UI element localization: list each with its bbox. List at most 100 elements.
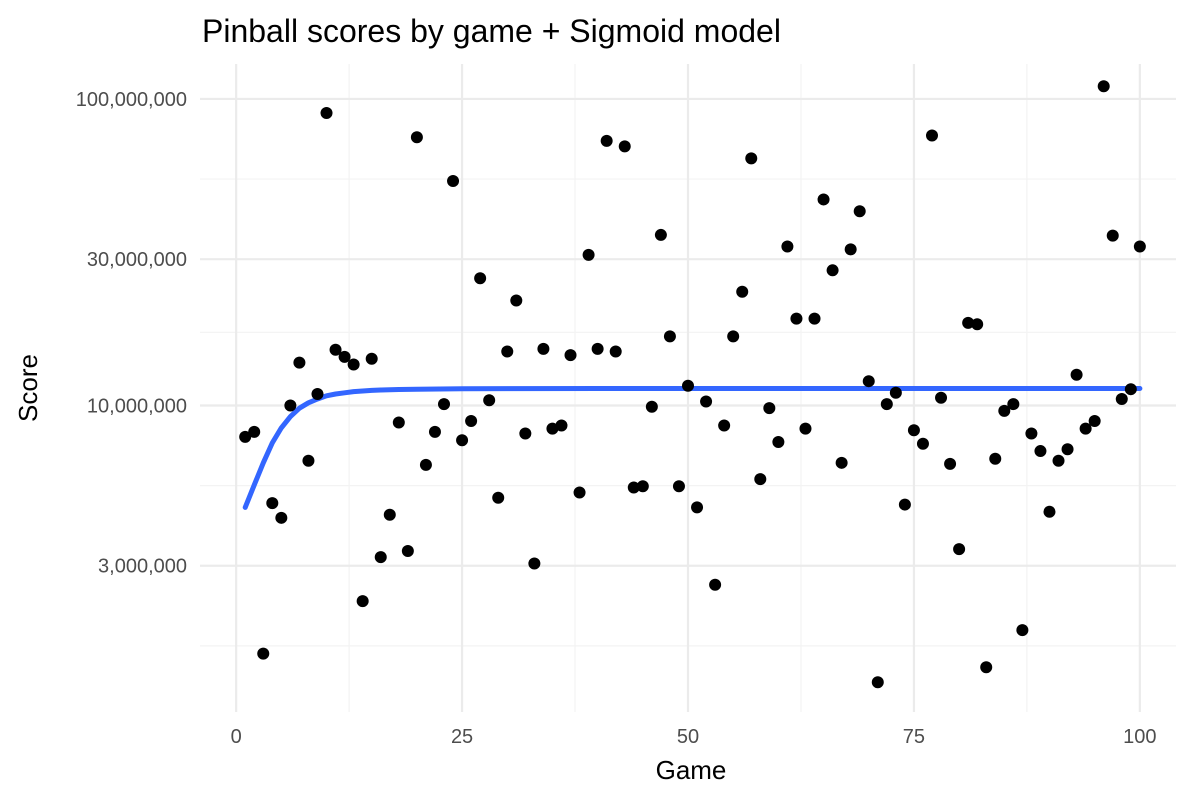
data-point	[365, 352, 378, 365]
chart-title: Pinball scores by game + Sigmoid model	[202, 13, 781, 49]
data-point	[618, 140, 631, 153]
data-point	[284, 399, 297, 412]
data-point	[808, 312, 821, 325]
data-point	[510, 294, 523, 307]
x-tick-label: 75	[903, 726, 925, 748]
data-point	[528, 557, 541, 570]
data-point	[555, 419, 568, 432]
x-tick-label: 100	[1123, 726, 1156, 748]
data-point	[663, 330, 676, 343]
data-point	[383, 508, 396, 521]
data-point	[916, 437, 929, 450]
data-point	[745, 152, 758, 165]
data-point	[853, 205, 866, 218]
data-point	[1115, 392, 1128, 405]
y-tick-label: 3,000,000	[98, 556, 187, 578]
data-point	[1106, 229, 1119, 242]
data-point	[971, 318, 984, 331]
data-point	[862, 375, 875, 388]
data-point	[627, 481, 640, 494]
data-point	[428, 425, 441, 438]
data-point	[998, 404, 1011, 417]
data-point	[953, 543, 966, 556]
data-point	[880, 398, 893, 411]
data-point	[1061, 443, 1074, 456]
data-point	[320, 106, 333, 119]
data-point	[718, 419, 731, 432]
data-point	[483, 394, 496, 407]
data-point	[700, 395, 713, 408]
data-point	[1043, 505, 1056, 518]
data-point	[564, 349, 577, 362]
data-point	[989, 452, 1002, 465]
data-point	[248, 425, 261, 438]
data-point	[329, 343, 342, 356]
data-point	[682, 379, 694, 392]
data-point	[654, 228, 667, 241]
data-point	[546, 422, 559, 435]
data-point	[754, 473, 767, 486]
data-point	[1079, 422, 1092, 435]
data-point	[772, 435, 785, 448]
data-point	[392, 416, 405, 429]
data-point	[582, 248, 595, 261]
data-point	[609, 345, 622, 358]
data-point	[492, 491, 505, 504]
x-axis-ticks: 0 25 50 75 100	[231, 726, 1157, 748]
data-point	[266, 497, 279, 510]
y-axis-title: Score	[13, 354, 43, 422]
data-point	[338, 350, 351, 363]
data-point	[907, 424, 920, 437]
x-axis-title: Game	[656, 755, 727, 785]
data-point	[736, 285, 749, 298]
points-layer	[239, 80, 1146, 689]
data-point	[709, 578, 722, 591]
data-point	[1007, 398, 1020, 411]
data-point	[898, 498, 911, 511]
data-point	[401, 545, 414, 558]
data-point	[447, 174, 460, 187]
data-point	[438, 398, 450, 411]
data-point	[826, 264, 839, 277]
y-axis-ticks: 3,000,000 10,000,000 30,000,000 100,000,000	[76, 89, 187, 578]
data-point	[645, 400, 658, 413]
data-point	[672, 480, 685, 493]
data-point	[293, 356, 306, 369]
data-point	[1052, 454, 1065, 467]
data-point	[980, 661, 993, 674]
data-point	[501, 345, 514, 358]
data-point	[691, 501, 704, 514]
data-point	[727, 330, 740, 343]
data-point	[356, 595, 369, 608]
data-point	[591, 342, 604, 355]
y-tick-label: 100,000,000	[76, 89, 187, 111]
data-point	[871, 676, 884, 689]
data-point	[600, 134, 613, 147]
data-point	[962, 316, 975, 329]
data-point	[799, 422, 812, 435]
data-point	[573, 486, 586, 499]
data-point	[519, 427, 532, 440]
data-point	[763, 402, 776, 415]
x-tick-label: 0	[231, 726, 242, 748]
data-point	[1025, 427, 1038, 440]
data-point	[456, 434, 469, 447]
data-point	[636, 480, 649, 493]
data-point	[835, 456, 848, 469]
data-point	[1034, 445, 1047, 458]
data-point	[944, 457, 957, 470]
data-point	[474, 272, 487, 285]
fit-layer	[242, 386, 1143, 510]
data-point	[419, 458, 432, 471]
data-point	[275, 511, 288, 524]
data-point	[257, 647, 270, 660]
data-point	[844, 243, 857, 256]
data-point	[935, 391, 948, 404]
data-point	[1133, 240, 1146, 253]
sigmoid-fit-line	[242, 386, 1143, 510]
y-tick-label: 30,000,000	[87, 249, 187, 271]
data-point	[239, 430, 252, 443]
data-point	[926, 129, 938, 142]
data-point	[1124, 383, 1137, 396]
